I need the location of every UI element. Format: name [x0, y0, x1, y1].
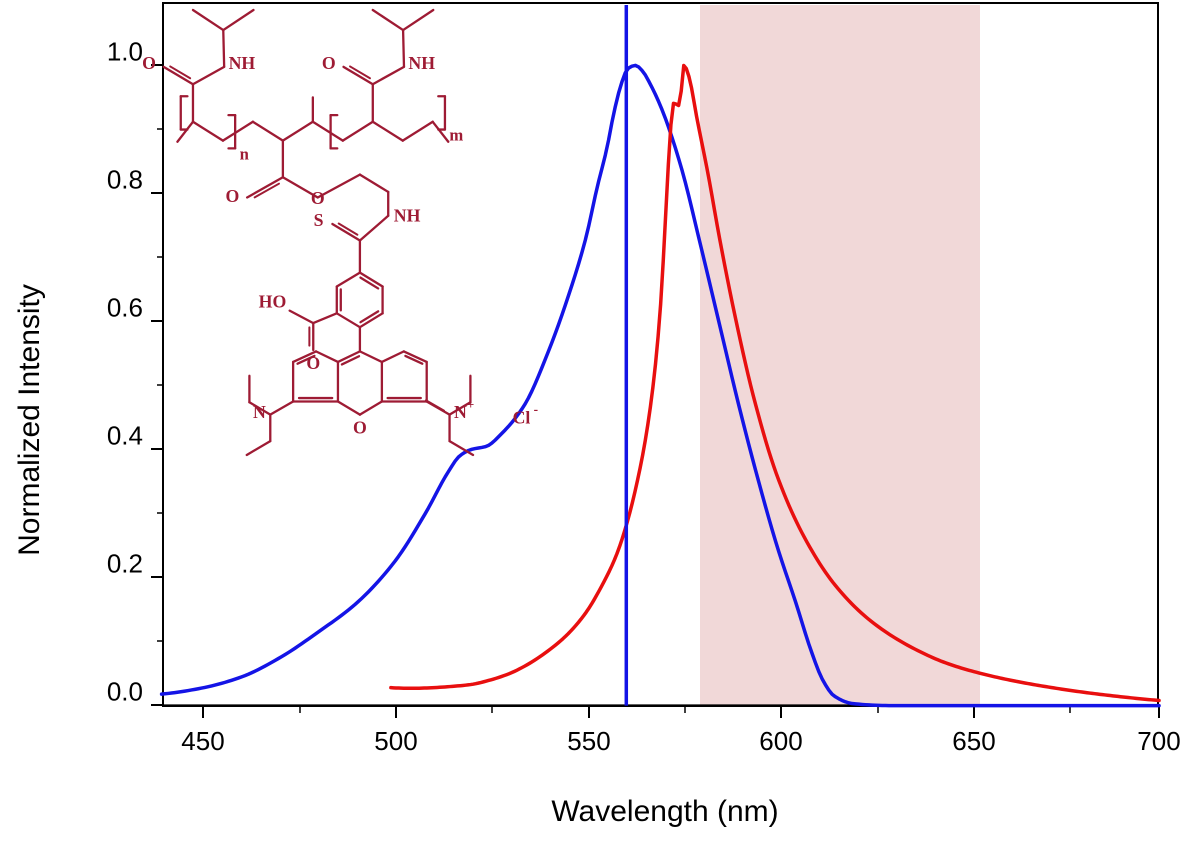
svg-text:S: S: [314, 210, 324, 230]
svg-text:n: n: [240, 145, 249, 164]
svg-text:HO: HO: [259, 291, 287, 311]
svg-text:O: O: [353, 418, 367, 438]
svg-text:Cl: Cl: [513, 408, 531, 428]
svg-text:O: O: [142, 53, 156, 73]
svg-text:-: -: [534, 402, 538, 417]
svg-text:NH: NH: [394, 205, 421, 225]
svg-text:NH: NH: [408, 53, 435, 73]
svg-text:O: O: [306, 353, 320, 373]
svg-text:O: O: [311, 188, 325, 208]
svg-text:m: m: [449, 126, 463, 145]
svg-text:NH: NH: [229, 53, 256, 73]
svg-text:O: O: [322, 53, 336, 73]
svg-text:+: +: [467, 398, 474, 412]
svg-text:N: N: [253, 402, 266, 422]
svg-text:O: O: [226, 186, 240, 206]
svg-text:N: N: [454, 402, 467, 422]
